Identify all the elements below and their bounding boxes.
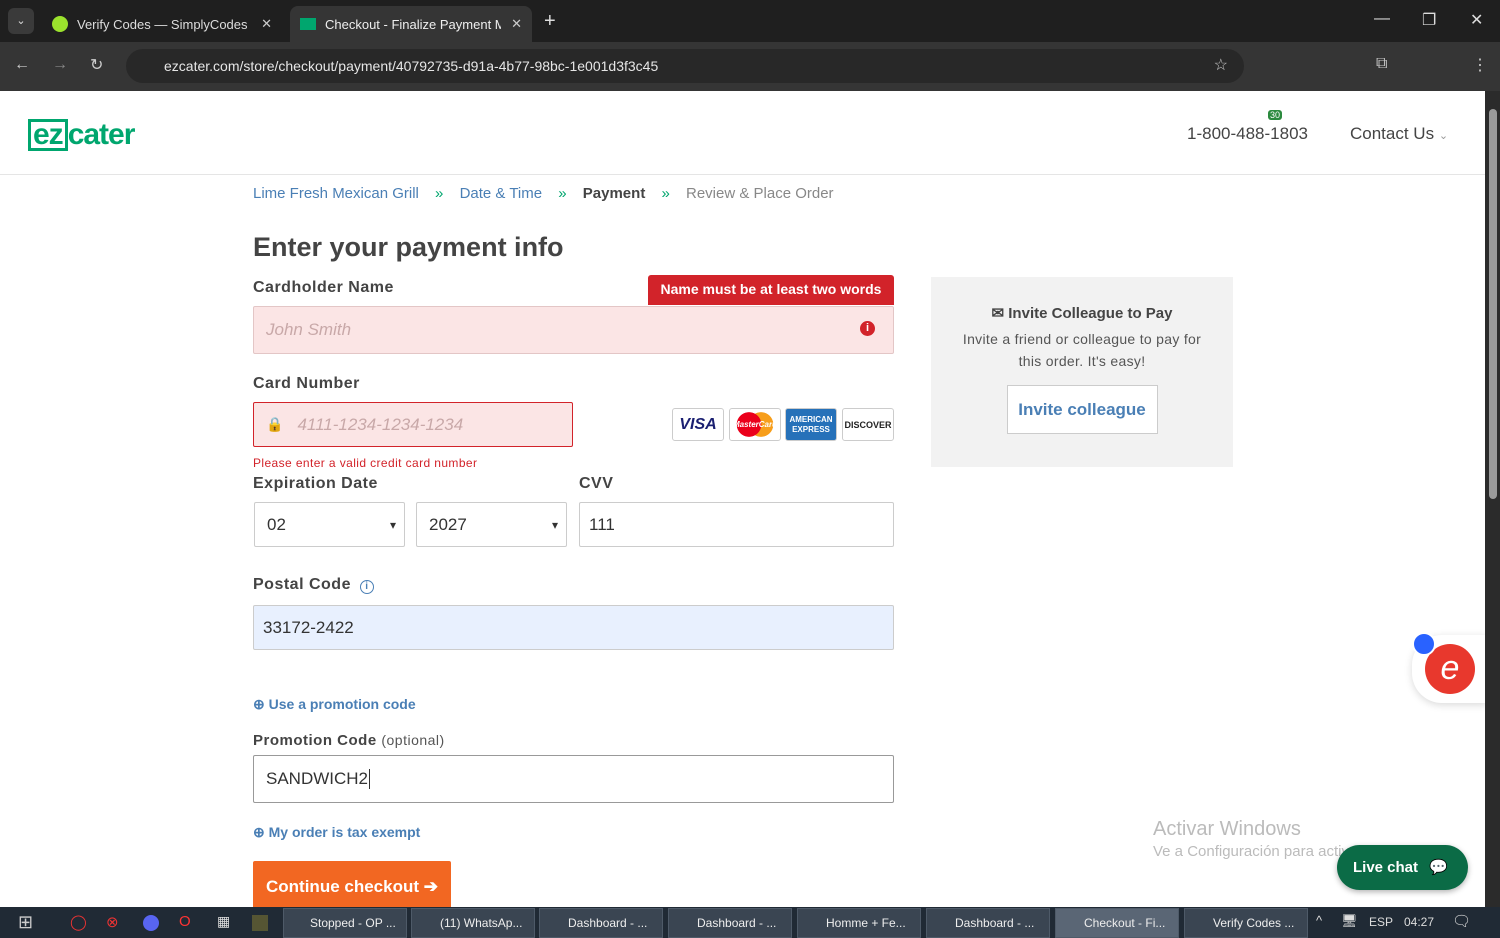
scrollbar[interactable]: [1485, 91, 1500, 907]
continue-checkout-button[interactable]: Continue checkout ➔: [253, 861, 451, 907]
postal-code-input[interactable]: 33172-2422: [253, 605, 894, 650]
cvv-label: CVV: [579, 475, 614, 492]
contact-us-dropdown[interactable]: Contact Us ⌄: [1350, 124, 1449, 143]
chat-bubbles-icon: 💬: [1429, 859, 1448, 876]
game-icon[interactable]: [252, 915, 268, 931]
simplycodes-icon: [52, 16, 68, 32]
invite-colleague-panel: ✉ Invite Colleague to Pay Invite a frien…: [931, 277, 1233, 467]
live-chat-button[interactable]: Live chat 💬: [1337, 845, 1468, 890]
taskbar-item[interactable]: Stopped - OP ...: [283, 908, 407, 938]
cardholder-error-tooltip: Name must be at least two words: [648, 275, 894, 305]
expiration-year-select[interactable]: 2027 ▾: [416, 502, 567, 547]
taskbar-item[interactable]: Verify Codes ...: [1184, 908, 1308, 938]
use-promo-code-link[interactable]: ⊕ Use a promotion code: [253, 696, 416, 712]
tab-verify-codes[interactable]: Verify Codes — SimplyCodes ✕: [42, 6, 282, 42]
phone-number[interactable]: 1-800-488-1803: [1187, 124, 1308, 143]
back-icon[interactable]: ←: [14, 56, 30, 73]
opera-gx-icon[interactable]: ◯: [70, 914, 87, 931]
calculator-icon[interactable]: ▦: [217, 913, 231, 929]
ezcater-logo[interactable]: ez cater: [28, 118, 135, 152]
restore-button[interactable]: ❐: [1422, 12, 1437, 29]
breadcrumb-review: Review & Place Order: [686, 185, 834, 202]
invite-title: ✉ Invite Colleague to Pay: [991, 305, 1173, 322]
close-window-button[interactable]: ✕: [1470, 12, 1484, 29]
tab-search-button[interactable]: ⌄: [8, 8, 34, 34]
taskbar-item[interactable]: Dashboard - ...: [668, 908, 792, 938]
close-tab-icon[interactable]: ✕: [511, 16, 522, 31]
plus-circle-icon: ⊕: [253, 824, 265, 840]
postal-code-label: Postal Code i: [253, 576, 374, 594]
plus-circle-icon: ⊕: [253, 696, 265, 712]
minimize-button[interactable]: —: [1374, 10, 1390, 27]
kebab-menu-icon[interactable]: ⋮: [1472, 57, 1488, 74]
bookmark-star-icon[interactable]: ☆: [1213, 57, 1228, 74]
card-number-error: Please enter a valid credit card number: [253, 456, 478, 470]
taskbar-item[interactable]: Dashboard - ...: [539, 908, 663, 938]
discord-icon[interactable]: [143, 915, 159, 931]
opera-icon[interactable]: O: [179, 913, 191, 930]
taskbar-item[interactable]: Homme + Fe...: [797, 908, 921, 938]
breadcrumb-payment: Payment: [582, 185, 646, 202]
url-bar[interactable]: ezcater.com/store/checkout/payment/40792…: [126, 49, 1244, 83]
scrollbar-thumb[interactable]: [1489, 109, 1497, 499]
tag-icon: [1412, 632, 1436, 656]
cardholder-name-input[interactable]: John Smith i: [253, 306, 894, 354]
expiration-label: Expiration Date: [253, 475, 378, 492]
amex-logo: AMERICAN EXPRESS: [785, 408, 837, 441]
info-icon[interactable]: i: [359, 580, 374, 594]
extensions-icon[interactable]: ⧉: [1376, 55, 1388, 72]
page-title: Enter your payment info: [253, 232, 564, 262]
arrow-circle-right-icon: ➔: [423, 877, 438, 896]
cvv-input[interactable]: 111: [579, 502, 894, 547]
language-indicator[interactable]: ESP: [1369, 915, 1394, 929]
ezcater-favicon: [300, 18, 316, 30]
error-info-icon: i: [860, 321, 875, 336]
breadcrumb-restaurant[interactable]: Lime Fresh Mexican Grill: [253, 185, 419, 202]
envelope-icon: ✉: [991, 305, 1005, 322]
cardholder-label: Cardholder Name: [253, 279, 394, 296]
taskbar-item-active[interactable]: Checkout - Fi...: [1055, 908, 1179, 938]
network-icon[interactable]: 🖥: [1341, 913, 1358, 928]
visa-logo: VISA: [672, 408, 724, 441]
promo-code-input[interactable]: SANDWICH2: [253, 755, 894, 803]
lock-icon: 🔒: [266, 416, 284, 432]
card-number-input[interactable]: 🔒 4111-1234-1234-1234: [253, 402, 573, 447]
extension-badge[interactable]: 30: [1268, 110, 1283, 120]
invite-text: Invite a friend or colleague to pay for …: [962, 331, 1202, 369]
chevron-down-icon: ⌄: [1438, 130, 1449, 142]
tax-exempt-link[interactable]: ⊕ My order is tax exempt: [253, 824, 421, 840]
tab-checkout[interactable]: Checkout - Finalize Payment Me ✕: [290, 6, 532, 42]
clock[interactable]: 04:27: [1404, 915, 1435, 929]
breadcrumb: Lime Fresh Mexican Grill » Date & Time »…: [253, 185, 834, 202]
taskbar-item[interactable]: Dashboard - ...: [926, 908, 1050, 938]
mastercard-logo: MasterCard: [729, 408, 781, 441]
discover-logo: DISCOVER: [842, 408, 894, 441]
notifications-icon[interactable]: 🗨: [1452, 913, 1472, 930]
promo-code-label: Promotion Code (optional): [253, 732, 445, 749]
invite-colleague-button[interactable]: Invite colleague: [1006, 385, 1158, 434]
expiration-month-select[interactable]: 02 ▾: [254, 502, 405, 547]
breadcrumb-date-time[interactable]: Date & Time: [459, 185, 543, 202]
close-tab-icon[interactable]: ✕: [261, 16, 272, 31]
chevron-down-icon: ▾: [389, 517, 396, 532]
app-icon[interactable]: ⊗: [106, 914, 119, 931]
tab-bar: ⌄ Verify Codes — SimplyCodes ✕ Checkout -…: [0, 0, 1500, 42]
rewards-widget[interactable]: e: [1412, 632, 1487, 703]
start-icon[interactable]: ⊞: [18, 912, 34, 932]
ezcater-rewards-icon: e: [1425, 644, 1475, 694]
site-header: [0, 91, 1485, 175]
reload-icon[interactable]: ↻: [90, 57, 104, 74]
new-tab-button[interactable]: +: [544, 10, 556, 32]
forward-icon[interactable]: →: [52, 56, 68, 73]
chevron-down-icon: ▾: [551, 517, 558, 532]
chevron-up-icon[interactable]: ^: [1316, 913, 1323, 928]
card-number-label: Card Number: [253, 375, 360, 392]
taskbar-item[interactable]: (11) WhatsAp...: [411, 908, 535, 938]
